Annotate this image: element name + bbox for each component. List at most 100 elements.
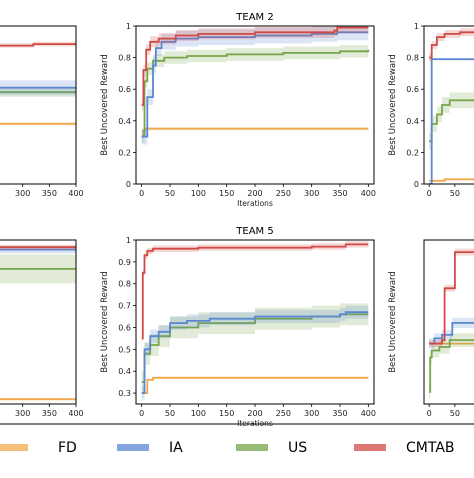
x-tick-label: 50: [450, 189, 460, 198]
x-axis-label: Iterations: [237, 199, 273, 208]
legend-label: CMTAB: [406, 440, 455, 456]
legend-swatch-ia: [117, 444, 149, 451]
y-tick-label: 0.6: [406, 85, 419, 94]
band-ia: [141, 305, 369, 400]
x-tick-label: 0: [139, 409, 144, 418]
x-tick-label: 250: [276, 409, 291, 418]
series-line-ia: [141, 311, 369, 394]
y-axis-label: Best Uncovered Reward: [100, 54, 110, 156]
plot-area: [429, 248, 474, 399]
y-tick-label: 0.8: [118, 280, 131, 289]
x-tick-label: 300: [15, 189, 30, 198]
panel-left-top: 300 350 400: [0, 25, 84, 198]
y-tick-label: 1: [126, 236, 131, 245]
x-tick-label: 350: [332, 409, 347, 418]
y-tick-label: 0.9: [118, 258, 131, 267]
series-line-cmtab: [0, 43, 76, 47]
band-cmtab: [141, 26, 369, 111]
series-line-cmtab: [429, 31, 474, 59]
y-axis-label: Best Uncovered Reward: [388, 271, 398, 373]
y-tick-label: 0.4: [406, 117, 419, 126]
panel-left-bottom: 300 350 400: [0, 239, 84, 418]
legend-item-us: US: [236, 440, 307, 456]
legend-label: US: [288, 440, 307, 456]
plot-area: [141, 26, 370, 145]
y-tick-label: 0.2: [406, 148, 419, 157]
y-tick-label: 0.8: [118, 54, 131, 63]
x-tick-label: 0: [427, 409, 432, 418]
band-us: [429, 333, 474, 399]
x-tick-label: 350: [42, 409, 57, 418]
plot-area: [141, 241, 369, 400]
band-cmtab: [141, 241, 369, 342]
series-line-ia: [429, 58, 474, 184]
legend-swatch-cmtab: [354, 444, 386, 451]
band-fd: [141, 127, 369, 139]
x-tick-label: 300: [15, 409, 30, 418]
x-tick-label: 400: [68, 409, 83, 418]
series-line-fd: [429, 178, 474, 182]
x-tick-label: 200: [247, 189, 262, 198]
x-tick-label: 350: [42, 189, 57, 198]
x-tick-label: 400: [361, 189, 376, 198]
plot-area: [0, 244, 76, 401]
y-tick-label: 1: [126, 22, 131, 31]
legend-label: IA: [169, 440, 183, 456]
axes-frame: [423, 25, 474, 185]
y-tick-label: 0: [126, 180, 131, 189]
series-line-us: [429, 339, 474, 393]
band-us: [141, 43, 369, 143]
y-tick-label: 0.2: [118, 148, 131, 157]
y-tick-label: 0: [414, 180, 419, 189]
y-axis-label: Best Uncovered Reward: [388, 54, 398, 156]
x-tick-label: 350: [332, 189, 347, 198]
legend: FD IA US CMTAB: [0, 423, 474, 456]
panel-team-2: 0 50 100 150 200 250 300 350 400 0 0.2 0.4 0.6 0.8 1 TE…: [100, 12, 376, 208]
axes-frame: [0, 25, 77, 185]
legend-swatch-us: [236, 444, 268, 451]
series-line-us: [141, 49, 370, 138]
series-line-cmtab: [429, 251, 474, 345]
x-tick-label: 400: [68, 189, 83, 198]
x-tick-label: 0: [427, 189, 432, 198]
y-tick-label: 0.4: [118, 117, 131, 126]
x-tick-label: 100: [191, 409, 206, 418]
y-tick-label: 1: [414, 22, 419, 31]
x-tick-label: 50: [165, 189, 175, 198]
axes-frame: [0, 239, 77, 405]
y-tick-label: 0.4: [118, 367, 131, 376]
y-tick-label: 0.8: [406, 54, 419, 63]
series-line-cmtab: [141, 26, 369, 106]
plot-area: [0, 41, 76, 126]
legend-swatch-fd: [0, 444, 28, 451]
panel-right-bottom: 0 50 Best Uncovered Reward: [388, 239, 474, 418]
y-tick-label: 0.3: [118, 389, 131, 398]
x-tick-label: 50: [450, 409, 460, 418]
x-tick-label: 300: [304, 409, 319, 418]
legend-item-cmtab: CMTAB: [354, 440, 455, 456]
x-tick-label: 150: [219, 189, 234, 198]
panel-title: TEAM 5: [235, 226, 273, 237]
band-fd: [141, 376, 369, 395]
legend-label: FD: [58, 440, 77, 456]
panel-right-top: 0 50 0 0.2 0.4 0.6 0.8 1 Best Uncovered Reward: [388, 22, 474, 198]
x-tick-label: 400: [361, 409, 376, 418]
band-us: [429, 92, 474, 150]
panel-team-5: 0 50 100 150 200 250 300 350 400 0.3 0.4 0.5 0.6 0.7 0…: [100, 226, 376, 428]
y-tick-label: 0.7: [118, 302, 131, 311]
x-tick-label: 250: [276, 189, 291, 198]
x-tick-label: 0: [139, 189, 144, 198]
series-line-cmtab: [141, 243, 369, 340]
x-axis-label: Iterations: [237, 419, 273, 428]
series-line-fd: [141, 376, 369, 394]
x-tick-label: 200: [247, 409, 262, 418]
plot-area: [429, 28, 474, 184]
y-tick-label: 0.6: [118, 323, 131, 332]
legend-item-ia: IA: [117, 440, 183, 456]
y-tick-label: 0.5: [118, 345, 131, 354]
x-tick-label: 300: [304, 189, 319, 198]
y-tick-label: 0.6: [118, 85, 131, 94]
x-tick-label: 100: [191, 189, 206, 198]
legend-item-fd: FD: [0, 440, 77, 456]
